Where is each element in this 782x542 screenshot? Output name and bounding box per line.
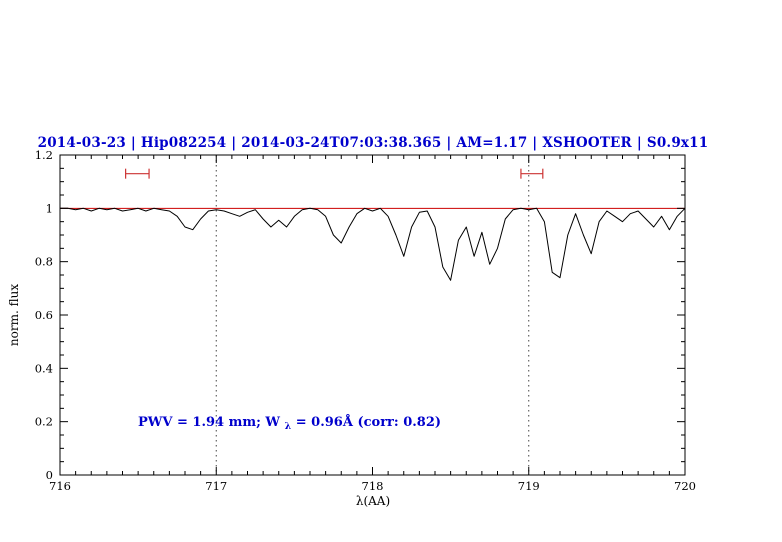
x-tick-label: 720 — [674, 479, 696, 493]
pwv-annotation: PWV = 1.94 mm; W λ = 0.96Å (corr: 0.82) — [138, 414, 441, 433]
x-tick-label: 717 — [205, 479, 227, 493]
y-tick-label: 0 — [46, 468, 53, 482]
plot-title: 2014-03-23 | Hip082254 | 2014-03-24T07:0… — [38, 135, 709, 151]
band-markers — [125, 168, 544, 179]
pwv-annotation-part1: PWV = 1.94 mm; W — [138, 415, 280, 430]
y-tick-label: 0.6 — [35, 308, 53, 322]
y-tick-label: 1 — [46, 201, 53, 215]
x-tick-label: 716 — [49, 479, 71, 493]
dotted-guides — [215, 155, 530, 475]
axis-ticks — [59, 154, 686, 476]
y-tick-label: 0.4 — [35, 361, 53, 375]
x-tick-label: 719 — [518, 479, 540, 493]
y-axis-label: norm. flux — [7, 284, 21, 346]
spectrum-line — [60, 207, 686, 281]
x-axis-label: λ(AA) — [356, 494, 390, 508]
pwv-annotation-part2: = 0.96Å (corr: 0.82) — [296, 414, 441, 430]
y-tick-label: 1.2 — [35, 148, 53, 162]
pwv-annotation-subscript: λ — [285, 421, 292, 432]
y-tick-label: 0.2 — [35, 415, 53, 429]
x-tick-label: 718 — [362, 479, 384, 493]
axis-tick-labels: 716 717 718 719 720 0 0.2 0.4 0.6 0.8 1 1.2 — [35, 148, 696, 493]
spectrum-polyline — [60, 207, 686, 281]
y-tick-label: 0.8 — [35, 255, 53, 269]
